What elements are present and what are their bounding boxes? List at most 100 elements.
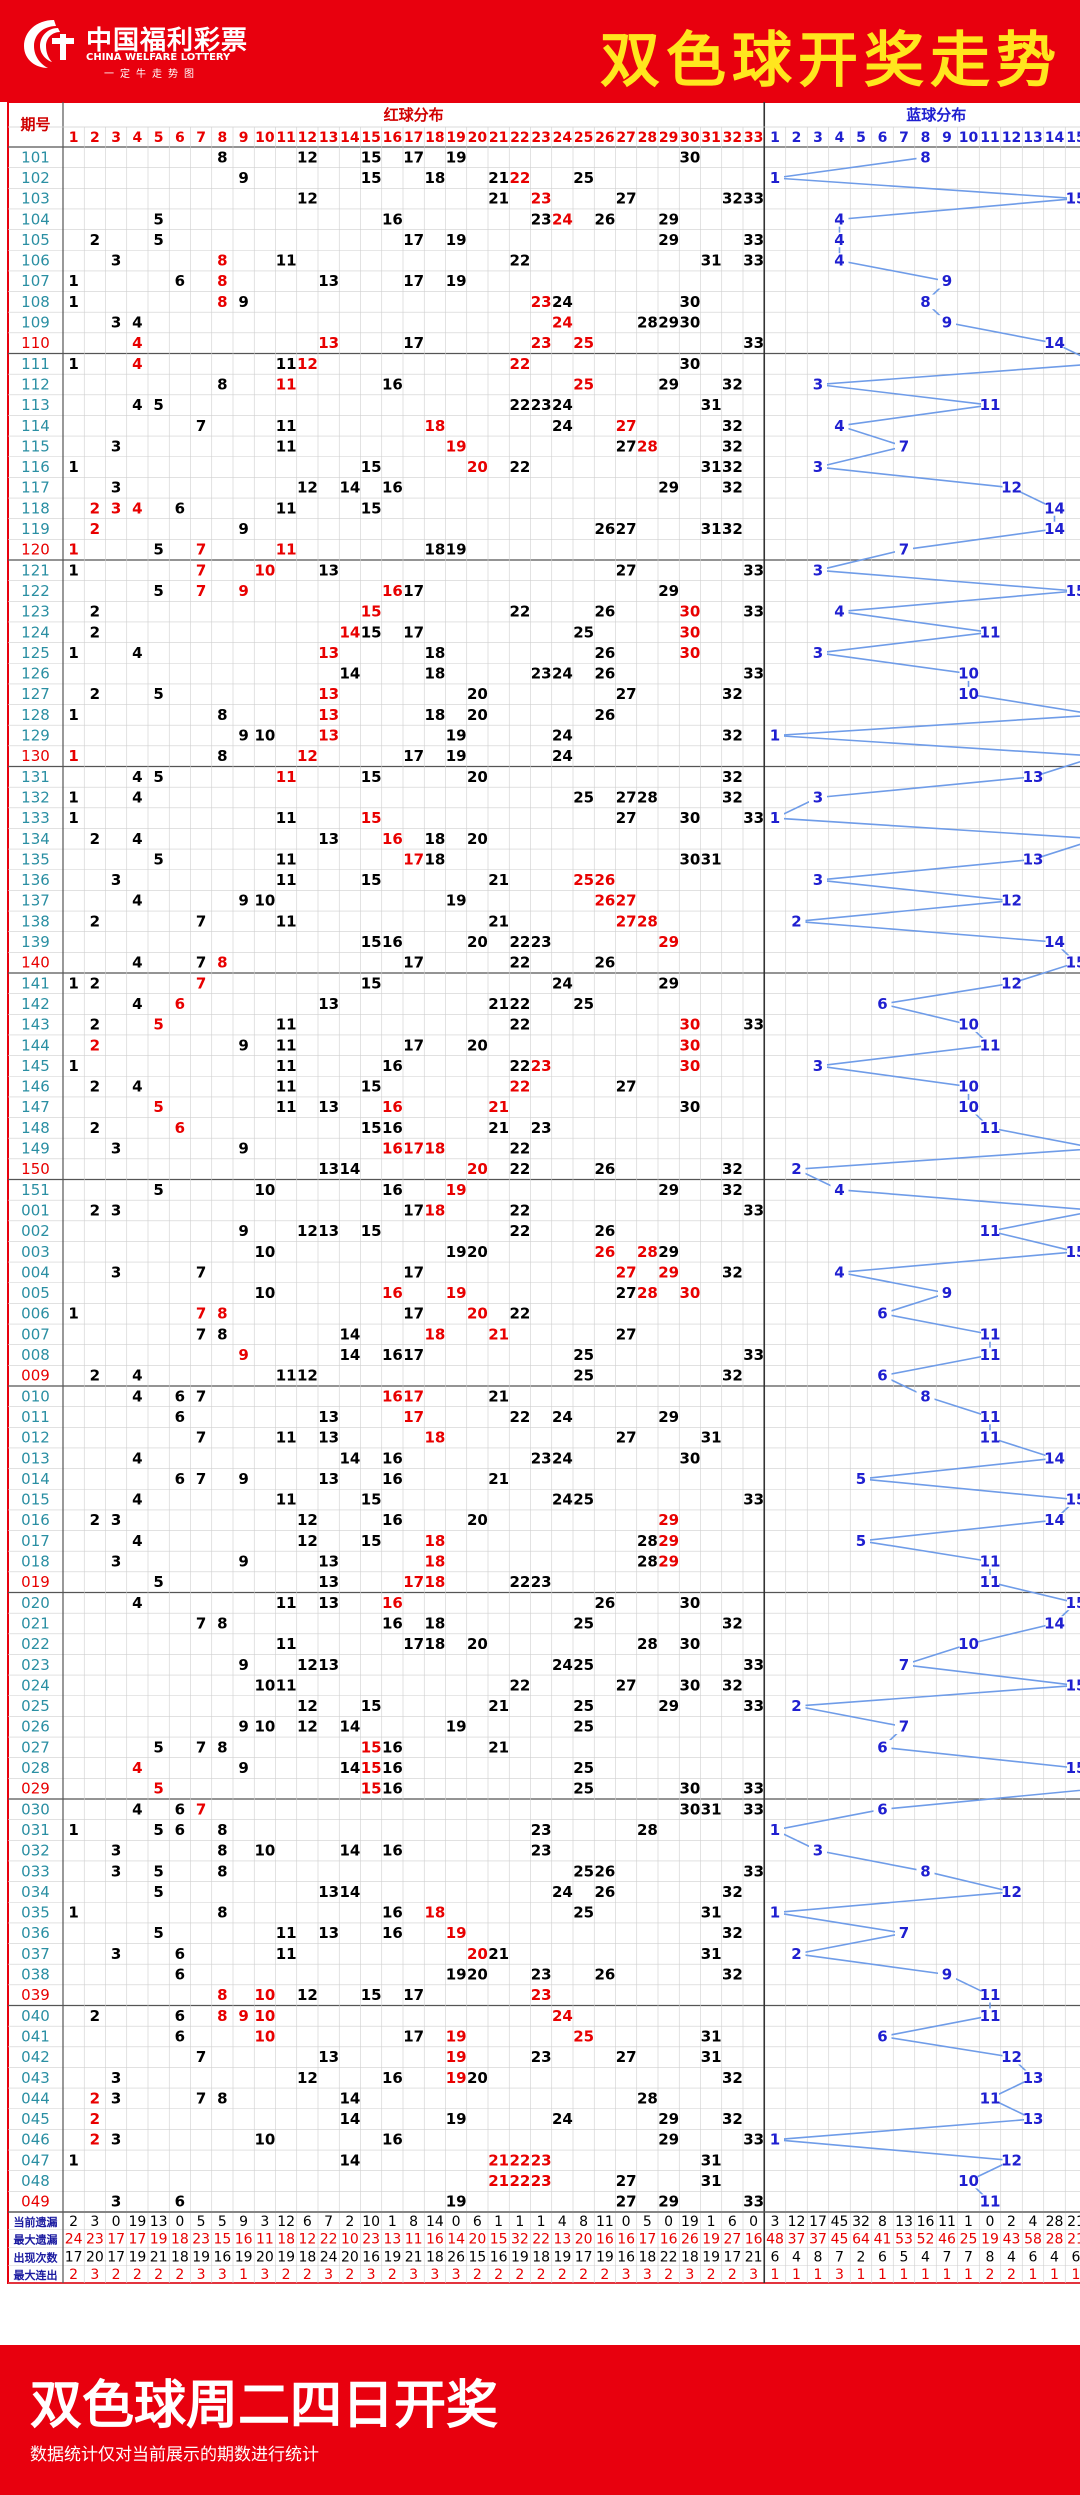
red-ball: 1 bbox=[68, 809, 78, 827]
red-ball: 16 bbox=[382, 1470, 403, 1488]
blue-ball-bg bbox=[981, 1347, 999, 1363]
red-ball: 5 bbox=[153, 1098, 163, 1116]
issue-number: 006 bbox=[21, 1305, 50, 1323]
red-ball: 17 bbox=[403, 954, 424, 972]
blue-ball-bg bbox=[766, 1905, 784, 1920]
blue-ball: 11 bbox=[980, 1573, 1001, 1591]
footer-note: 数据统计仅对当前展示的期数进行统计 bbox=[30, 2445, 319, 2465]
blue-ball-bg bbox=[895, 542, 913, 557]
red-ball: 23 bbox=[531, 210, 552, 228]
stat-value-red: 3 bbox=[452, 2267, 461, 2283]
red-ball: 15 bbox=[361, 169, 382, 187]
stat-value-red: 3 bbox=[260, 2214, 269, 2230]
red-ball: 25 bbox=[573, 1904, 594, 1922]
red-ball: 10 bbox=[254, 561, 275, 579]
issue-number: 133 bbox=[21, 809, 50, 827]
red-ball: 8 bbox=[217, 747, 227, 765]
issue-number: 124 bbox=[21, 623, 50, 641]
stat-value-blue: 28 bbox=[1046, 2214, 1064, 2230]
red-ball: 25 bbox=[573, 2027, 594, 2045]
red-ball: 5 bbox=[153, 582, 163, 600]
stat-value-red: 19 bbox=[702, 2249, 720, 2265]
red-ball: 4 bbox=[132, 334, 142, 352]
stat-value-blue: 21 bbox=[1067, 2214, 1080, 2230]
blue-ball: 11 bbox=[980, 2007, 1001, 2025]
red-ball: 5 bbox=[153, 1821, 163, 1839]
red-ball: 12 bbox=[297, 148, 318, 166]
red-ball: 12 bbox=[297, 1697, 318, 1715]
red-ball: 8 bbox=[217, 1614, 227, 1632]
issue-number: 030 bbox=[21, 1800, 50, 1818]
red-ball: 27 bbox=[616, 1284, 637, 1302]
red-ball: 1 bbox=[68, 974, 78, 992]
red-ball: 14 bbox=[339, 1449, 360, 1467]
red-ball: 4 bbox=[132, 768, 142, 786]
issue-number: 143 bbox=[21, 1016, 50, 1034]
stat-value-red: 9 bbox=[239, 2214, 248, 2230]
red-ball: 2 bbox=[90, 231, 100, 249]
issue-number: 107 bbox=[21, 272, 50, 290]
red-ball: 21 bbox=[488, 871, 509, 889]
red-ball: 27 bbox=[616, 561, 637, 579]
red-ball: 3 bbox=[111, 479, 121, 497]
stat-value-blue: 1 bbox=[792, 2267, 801, 2283]
blue-ball: 11 bbox=[980, 1408, 1001, 1426]
blue-ball-bg bbox=[787, 1161, 806, 1177]
stat-value-red: 0 bbox=[112, 2214, 121, 2230]
red-ball: 32 bbox=[722, 417, 743, 435]
red-ball: 11 bbox=[276, 1078, 297, 1096]
blue-column-label: 15 bbox=[1066, 130, 1080, 146]
red-ball: 13 bbox=[318, 1098, 339, 1116]
blue-column-label: 2 bbox=[792, 130, 802, 146]
red-ball: 17 bbox=[403, 1346, 424, 1364]
red-ball: 24 bbox=[552, 747, 573, 765]
red-ball: 2 bbox=[90, 1201, 100, 1219]
blue-ball-bg bbox=[1002, 1884, 1021, 1900]
blue-column-label: 4 bbox=[835, 130, 845, 146]
red-ball: 28 bbox=[637, 1243, 658, 1261]
red-ball: 23 bbox=[531, 190, 552, 208]
stat-value-red: 12 bbox=[298, 2232, 316, 2248]
red-ball: 29 bbox=[658, 1408, 679, 1426]
red-ball: 20 bbox=[467, 1160, 488, 1178]
stat-value-red: 20 bbox=[341, 2249, 359, 2265]
red-ball: 10 bbox=[254, 1181, 275, 1199]
red-ball: 26 bbox=[594, 892, 615, 910]
blue-ball: 3 bbox=[813, 458, 823, 476]
stat-value-blue: 2 bbox=[1007, 2214, 1016, 2230]
red-ball: 11 bbox=[276, 912, 297, 930]
red-ball: 18 bbox=[424, 1614, 445, 1632]
red-ball: 16 bbox=[382, 830, 403, 848]
red-column-label: 2 bbox=[90, 130, 100, 146]
red-ball: 27 bbox=[616, 437, 637, 455]
red-ball: 9 bbox=[238, 1718, 248, 1736]
stat-value-red: 0 bbox=[749, 2214, 758, 2230]
red-ball: 22 bbox=[509, 1057, 530, 1075]
red-ball: 9 bbox=[238, 520, 248, 538]
red-ball: 23 bbox=[531, 1842, 552, 1860]
blue-ball: 2 bbox=[791, 1697, 801, 1715]
stat-value-blue: 13 bbox=[895, 2214, 913, 2230]
stat-value-red: 22 bbox=[660, 2249, 678, 2265]
red-ball: 33 bbox=[743, 561, 764, 579]
red-ball: 13 bbox=[318, 1429, 339, 1447]
stat-label: 最大连出 bbox=[14, 2268, 58, 2282]
blue-ball-bg bbox=[895, 1925, 913, 1941]
blue-column-label: 14 bbox=[1045, 130, 1065, 146]
red-ball: 7 bbox=[196, 1387, 206, 1405]
red-ball: 33 bbox=[743, 809, 764, 827]
red-ball: 33 bbox=[743, 1201, 764, 1219]
red-ball: 19 bbox=[446, 148, 467, 166]
stat-value-red: 11 bbox=[405, 2232, 423, 2248]
stat-value-red: 17 bbox=[107, 2249, 125, 2265]
red-ball: 20 bbox=[467, 768, 488, 786]
issue-number: 012 bbox=[21, 1429, 50, 1447]
blue-ball: 10 bbox=[958, 2172, 979, 2190]
red-ball: 27 bbox=[616, 1263, 637, 1281]
blue-ball-bg bbox=[981, 1554, 999, 1569]
blue-column-label: 12 bbox=[1002, 130, 1021, 146]
stat-value-blue: 8 bbox=[986, 2249, 995, 2265]
red-ball: 26 bbox=[594, 644, 615, 662]
issue-number: 140 bbox=[21, 954, 50, 972]
red-ball: 22 bbox=[509, 1305, 530, 1323]
